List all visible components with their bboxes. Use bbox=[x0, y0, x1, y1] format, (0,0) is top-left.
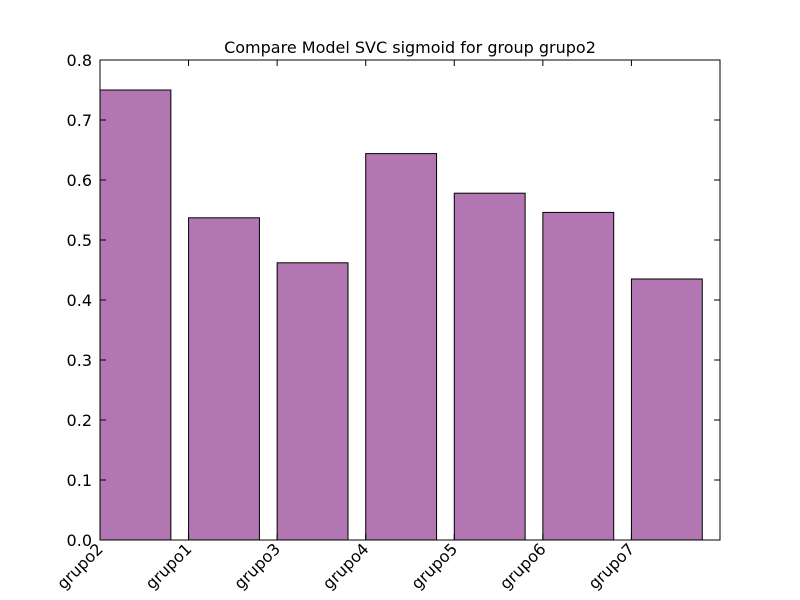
chart-title: Compare Model SVC sigmoid for group grup… bbox=[224, 38, 596, 57]
bar-grupo1 bbox=[188, 217, 260, 541]
bar-grupo7 bbox=[630, 278, 703, 541]
y-tick-label: 0.1 bbox=[67, 471, 92, 490]
y-tick-label: 0.3 bbox=[67, 351, 92, 370]
y-tick-label: 0.5 bbox=[67, 231, 92, 250]
bar-grupo6 bbox=[542, 211, 615, 541]
plot-frame bbox=[99, 59, 721, 541]
y-tick-label: 0.2 bbox=[67, 411, 92, 430]
y-tick-label: 0.4 bbox=[67, 291, 92, 310]
bars-layer bbox=[99, 89, 703, 541]
y-tick-label: 0.6 bbox=[67, 171, 92, 190]
y-tick-label: 0.8 bbox=[67, 51, 92, 70]
y-tick-label: 0.0 bbox=[67, 531, 92, 550]
y-tick-label: 0.7 bbox=[67, 111, 92, 130]
bar-grupo4 bbox=[365, 153, 438, 541]
y-axis: 0.0 0.1 0.2 0.3 0.4 0.5 0.6 0.7 0.8 bbox=[67, 51, 720, 550]
bar-grupo5 bbox=[453, 192, 526, 541]
bar-grupo2 bbox=[99, 89, 172, 541]
bar-grupo3 bbox=[276, 262, 349, 541]
